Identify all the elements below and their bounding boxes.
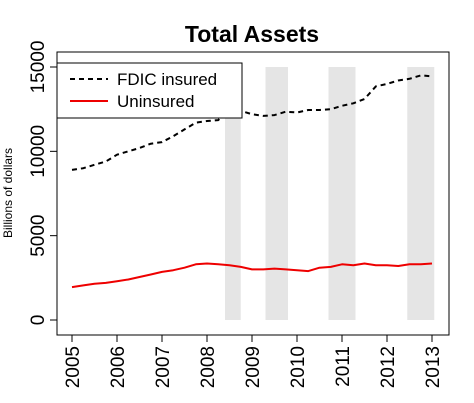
- shaded-period-2: [328, 67, 356, 320]
- legend-label-fdic-insured: FDIC insured: [117, 70, 217, 89]
- shaded-periods: [225, 67, 435, 320]
- y-tick-label: 15000: [28, 41, 49, 94]
- series-lines: [71, 74, 433, 289]
- x-tick-label: 2013: [423, 346, 444, 388]
- legend: FDIC insured Uninsured: [56, 62, 243, 119]
- series-line-uninsured: [71, 262, 433, 289]
- y-tick-label: 0: [28, 315, 49, 326]
- legend-label-uninsured: Uninsured: [117, 92, 195, 111]
- shaded-period-0: [225, 67, 241, 320]
- x-tick-label: 2005: [63, 346, 84, 388]
- x-tick-label: 2008: [198, 346, 219, 388]
- x-tick-label: 2011: [333, 346, 354, 387]
- y-tick-label: 10000: [28, 125, 49, 178]
- x-tick-label: 2007: [153, 346, 174, 388]
- series-line-fdic-insured: [71, 74, 433, 171]
- y-axis: 0 5000 10000 15000: [28, 41, 57, 326]
- x-axis: 2005 2006 2007 2008 2009 2010 2011 2012 2013: [63, 335, 444, 388]
- x-tick-label: 2010: [288, 346, 309, 388]
- plot-frame: [56, 51, 450, 336]
- x-tick-label: 2006: [108, 346, 129, 388]
- y-axis-label: Billions of dollars: [1, 148, 15, 238]
- y-tick-label: 5000: [28, 215, 49, 257]
- chart-title: Total Assets: [185, 21, 319, 47]
- legend-box: [56, 62, 243, 119]
- x-tick-label: 2009: [243, 346, 264, 388]
- shaded-period-3: [407, 67, 435, 320]
- shaded-period-1: [265, 67, 288, 320]
- x-tick-label: 2012: [378, 346, 399, 388]
